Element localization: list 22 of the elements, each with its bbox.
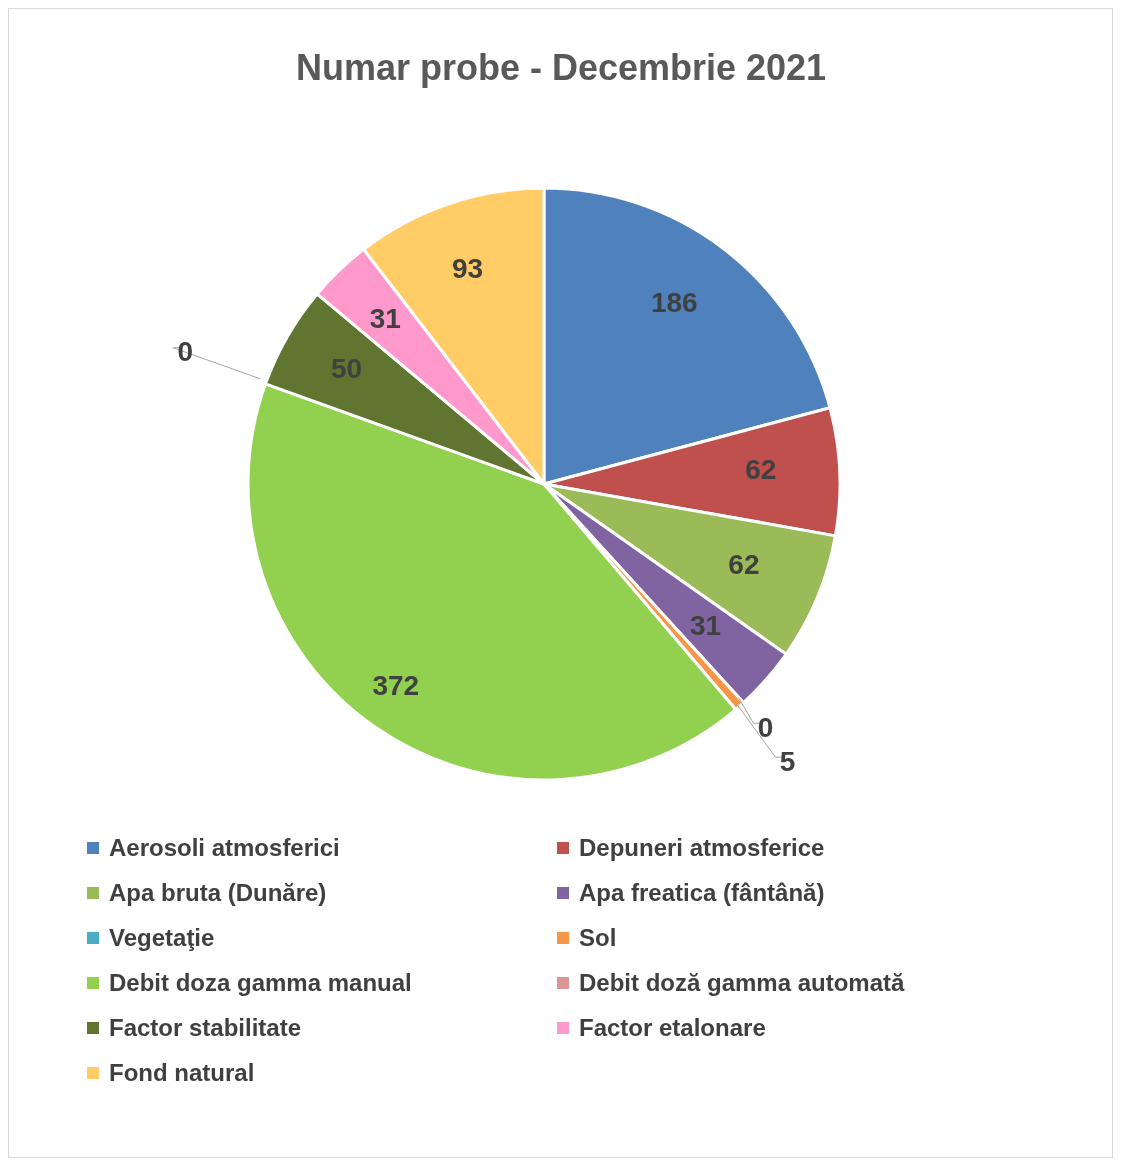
legend-label: Apa bruta (Dunăre) xyxy=(109,878,327,907)
legend-label: Factor etalonare xyxy=(579,1013,766,1042)
legend-label: Depuneri atmosferice xyxy=(579,833,825,862)
legend-label: Aerosoli atmosferici xyxy=(109,833,340,862)
text: 0 xyxy=(757,711,774,743)
data-label: 62 xyxy=(745,454,777,486)
data-label: 5 xyxy=(779,745,796,777)
data-label: 372 xyxy=(372,670,420,702)
data-label: 31 xyxy=(690,610,722,642)
data-label: 62 xyxy=(728,548,760,580)
legend-label: Fond natural xyxy=(109,1058,255,1087)
legend-label: Factor stabilitate xyxy=(109,1013,302,1042)
legend-label: Debit doză gamma automată xyxy=(579,968,905,997)
legend-label: Apa freatica (fântână) xyxy=(579,878,825,907)
data-label: 31 xyxy=(369,303,401,335)
legend-label: Vegetaţie xyxy=(109,923,215,952)
chart-title: Numar probe - Decembrie 2021 xyxy=(295,46,827,88)
text: 0 xyxy=(177,336,193,368)
data-label: 93 xyxy=(452,253,484,285)
data-label: 186 xyxy=(650,287,698,319)
legend-label: Debit doza gamma manual xyxy=(109,968,412,997)
legend-label: Sol xyxy=(579,923,617,952)
